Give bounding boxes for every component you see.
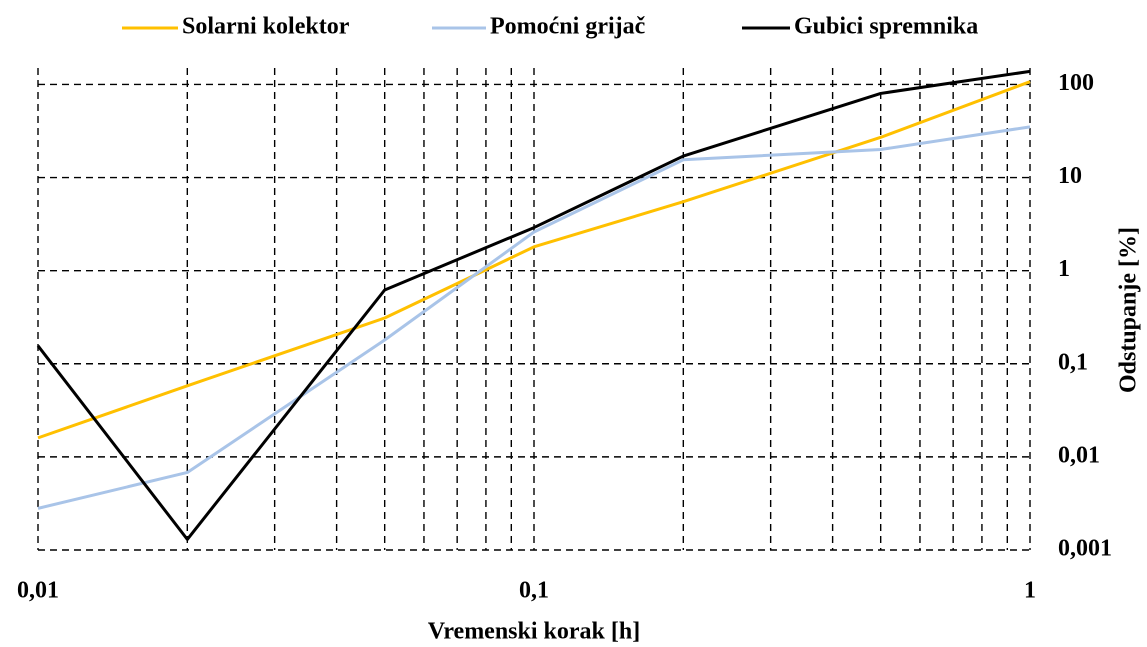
x-tick-label: 0,01: [17, 578, 59, 604]
series-line: [37, 80, 1031, 440]
y-tick-label: 1: [1058, 256, 1070, 282]
series-line: [36, 69, 1031, 541]
y-tick-label: 100: [1058, 70, 1094, 96]
legend-label: Solarni kolektor: [182, 14, 350, 40]
legend-label: Gubici spremnika: [794, 14, 978, 40]
legend-label: Pomoćni grijač: [490, 14, 646, 40]
x-axis-title: Vremenski korak [h]: [428, 619, 640, 645]
series-line: [37, 125, 1031, 510]
y-tick-label: 10: [1058, 163, 1082, 189]
y-axis-title: Odstupanje [%]: [1116, 227, 1142, 393]
x-tick-label: 0,1: [519, 578, 549, 604]
y-tick-label: 0,01: [1058, 442, 1100, 468]
y-tick-label: 0,001: [1058, 536, 1112, 562]
y-tick-label: 0,1: [1058, 349, 1088, 375]
x-tick-label: 1: [1024, 578, 1036, 604]
